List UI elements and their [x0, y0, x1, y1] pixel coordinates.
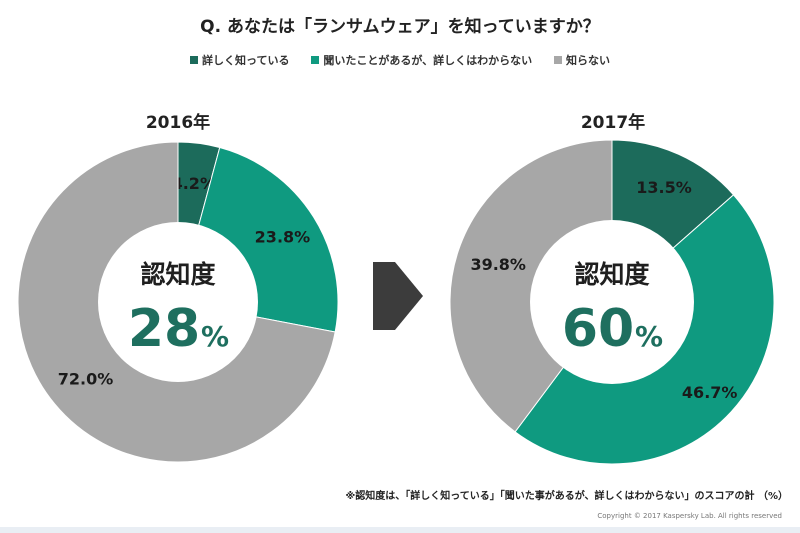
center-label: 認知度 [140, 260, 215, 289]
legend-swatch [553, 56, 562, 64]
bottom-bar [0, 527, 800, 533]
slice-dont-know [449, 139, 613, 433]
center-value: 28 [128, 299, 200, 359]
data-label: 23.8% [255, 228, 311, 247]
legend-item-dont-know: 知らない [553, 52, 610, 68]
data-label: 4.2% [172, 174, 216, 193]
legend-item-know-well: 詳しく知っている [190, 52, 289, 68]
data-label: 13.5% [636, 178, 692, 197]
legend-item-heard: 聞いたことがあるが、詳しくはわからない [311, 52, 532, 68]
arrow-icon [373, 262, 423, 330]
year-label-2017: 2017年 [580, 113, 646, 133]
center-unit: % [635, 320, 663, 353]
center-label: 認知度 [574, 260, 649, 289]
data-label: 39.8% [470, 255, 526, 274]
donut-chart-2017: 13.5% 46.7% 39.8% 認知度 60% [449, 139, 775, 465]
year-label-2016: 2016年 [145, 113, 211, 133]
donut-chart-2016: 4.2% 23.8% 72.0% 認知度 28% [17, 141, 339, 463]
legend-label: 詳しく知っている [202, 54, 290, 67]
legend-swatch [190, 56, 199, 64]
copyright: Copyright © 2017 Kaspersky Lab. All righ… [597, 512, 782, 520]
chart-title: Q. あなたは「ランサムウェア」を知っていますか？ [200, 17, 600, 37]
data-label: 46.7% [682, 383, 738, 402]
legend: 詳しく知っている 聞いたことがあるが、詳しくはわからない 知らない [0, 52, 800, 68]
legend-label: 聞いたことがあるが、詳しくはわからない [323, 54, 533, 67]
donut-hole [98, 222, 258, 382]
legend-label: 知らない [565, 54, 610, 67]
center-value: 60 [562, 299, 634, 359]
footnote: ※認知度は、「詳しく知っている」「聞いた事があるが、詳しくはわからない」のスコア… [345, 491, 788, 502]
legend-swatch [311, 56, 320, 64]
donut-hole [530, 220, 694, 384]
center-unit: % [201, 320, 229, 353]
data-label: 72.0% [58, 369, 114, 388]
